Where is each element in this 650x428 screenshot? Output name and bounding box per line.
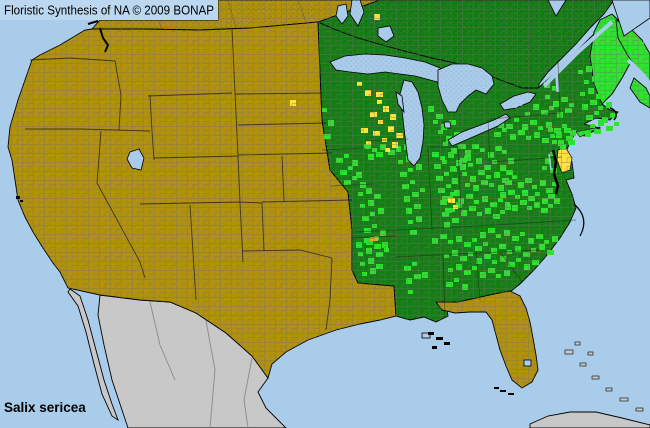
rivers-and-bays (515, 20, 650, 171)
bahamas-islands (564, 341, 644, 412)
gulf-of-st-lawrence (611, 0, 650, 37)
puget-sound (99, 27, 110, 53)
lake-champlain (554, 67, 560, 93)
species-label: Salix sericea (4, 400, 86, 415)
county-marker (602, 117, 608, 123)
chesapeake-bay (551, 149, 560, 195)
mississippi-delta (428, 332, 450, 349)
finger-lakes (515, 97, 523, 109)
lakes (126, 0, 650, 367)
state-borders-east (321, 61, 577, 317)
vancouver-island (87, 20, 99, 25)
cape-cod (609, 107, 617, 121)
county-marker (614, 122, 619, 126)
florida-keys (494, 387, 514, 395)
outer-banks (573, 203, 585, 237)
lake-pontchartrain (421, 332, 431, 339)
st-lawrence-river (542, 20, 614, 88)
bay-of-fundy (626, 58, 650, 86)
state-borders-west (25, 27, 353, 331)
james-bay (547, 0, 567, 17)
mexico-state-borders (149, 301, 253, 428)
cuba-region (529, 411, 650, 428)
map-title: Floristic Synthesis of NA © 2009 BONAP (4, 4, 214, 18)
county-marker (598, 120, 604, 126)
lake-okeechobee (523, 359, 532, 367)
lake-st-clair (443, 121, 452, 129)
baja-peninsula (67, 288, 119, 422)
county-marker (547, 250, 554, 255)
county-marker (590, 124, 595, 128)
county-marker (568, 140, 575, 145)
county-marker (594, 129, 601, 134)
county-marker (606, 126, 613, 131)
san-francisco-bay (16, 196, 23, 202)
title-bar (0, 0, 218, 20)
coastal-details (87, 20, 617, 237)
county-marker (606, 102, 612, 108)
chesapeake-bay-water (548, 153, 552, 171)
